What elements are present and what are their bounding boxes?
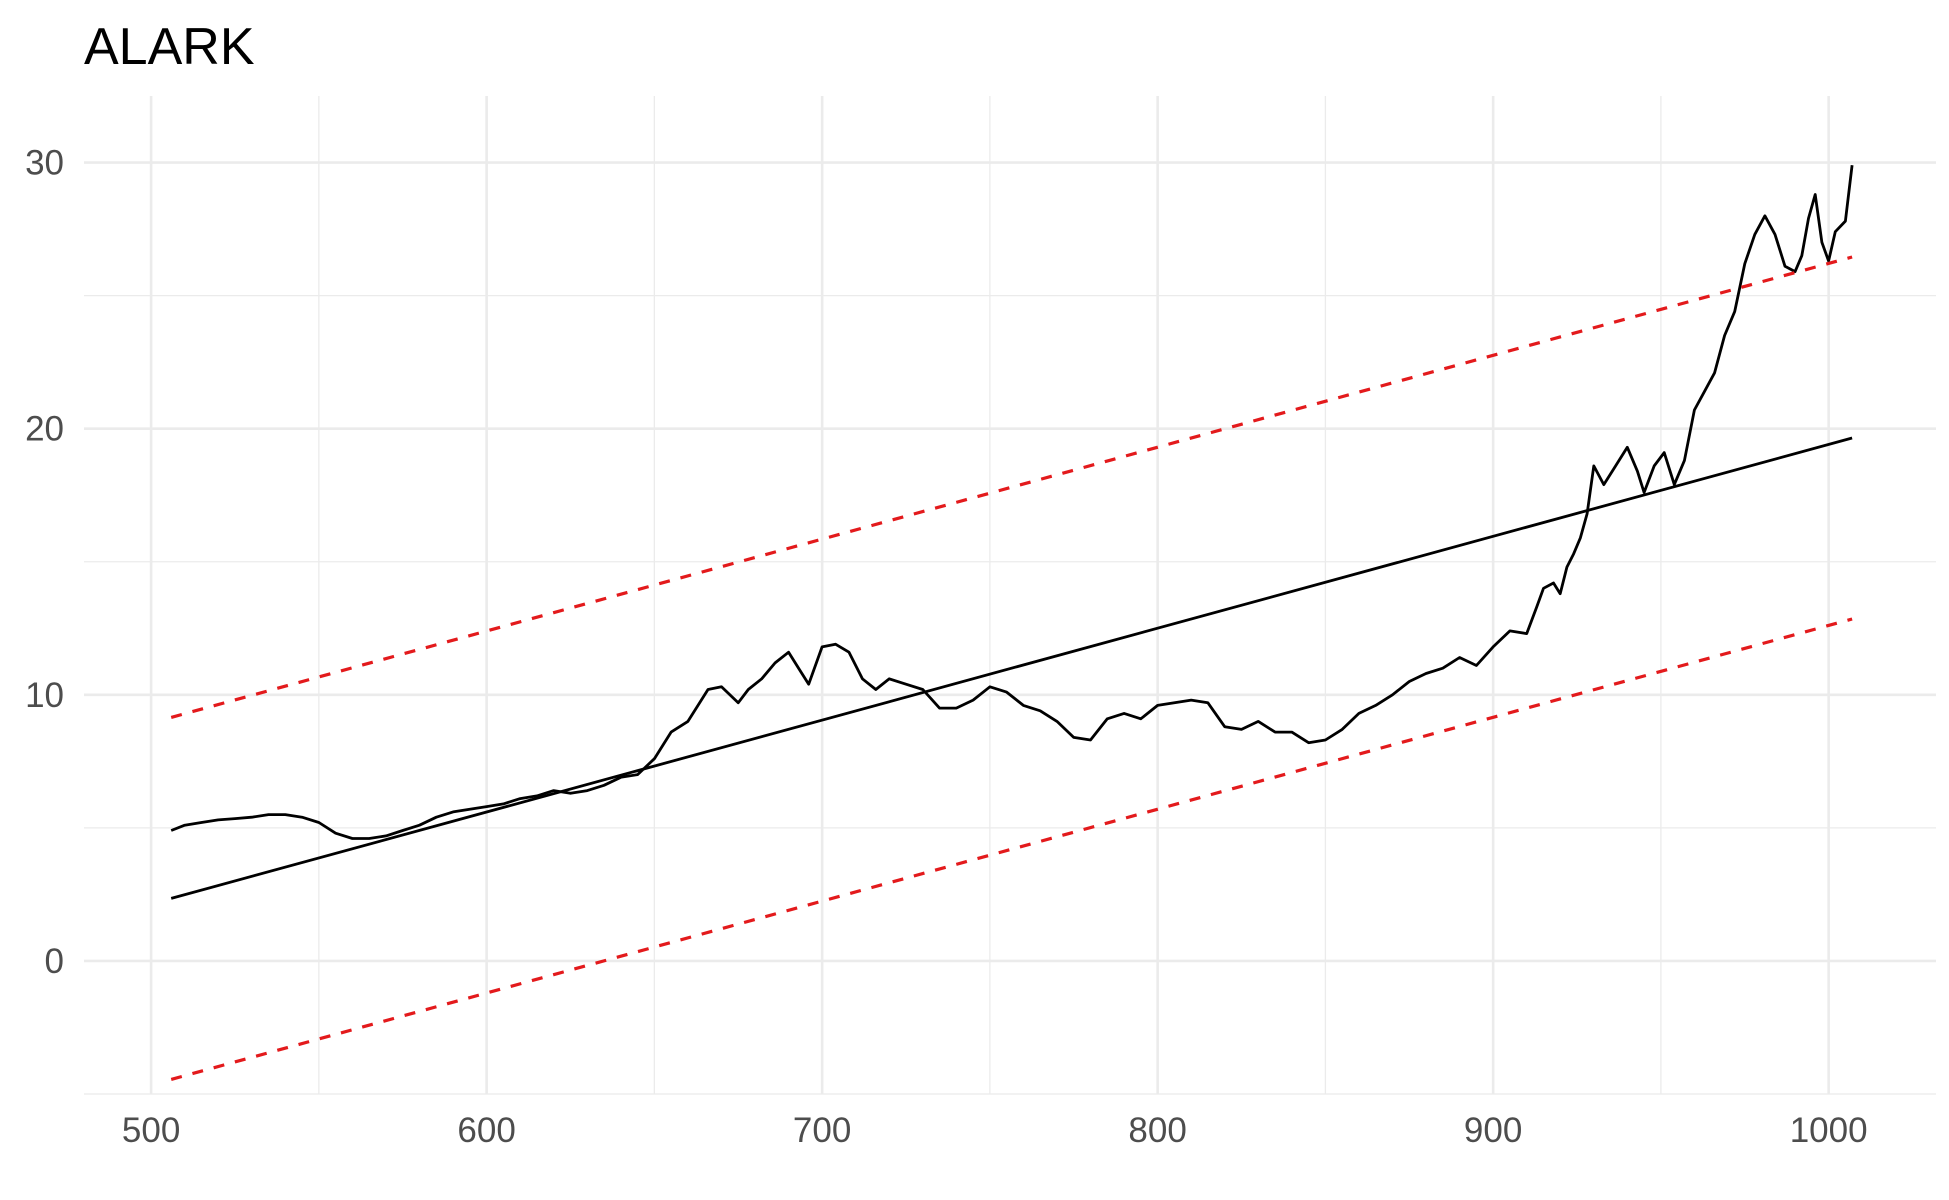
y-tick-label: 30 (25, 144, 64, 183)
chart-title: ALARK (84, 18, 255, 76)
y-tick-label: 10 (25, 676, 64, 715)
x-tick-label: 900 (1464, 1111, 1522, 1150)
price-line (170, 165, 1854, 840)
lower-band-line (170, 617, 1853, 1081)
x-tick-label: 800 (1128, 1111, 1186, 1150)
x-tick-label: 500 (122, 1111, 180, 1150)
trend-line (170, 436, 1853, 900)
upper-band-line (170, 255, 1853, 719)
plot-area (170, 165, 1854, 1081)
x-tick-label: 700 (793, 1111, 851, 1150)
y-tick-label: 0 (45, 942, 64, 981)
y-tick-label: 20 (25, 410, 64, 449)
x-tick-label: 600 (457, 1111, 515, 1150)
minor-gridlines (84, 96, 1936, 1095)
x-axis-tick-labels: 500 600 700 800 900 1000 (122, 1111, 1868, 1150)
y-axis-tick-labels: 0 10 20 30 (25, 144, 64, 981)
x-tick-label: 1000 (1790, 1111, 1868, 1150)
